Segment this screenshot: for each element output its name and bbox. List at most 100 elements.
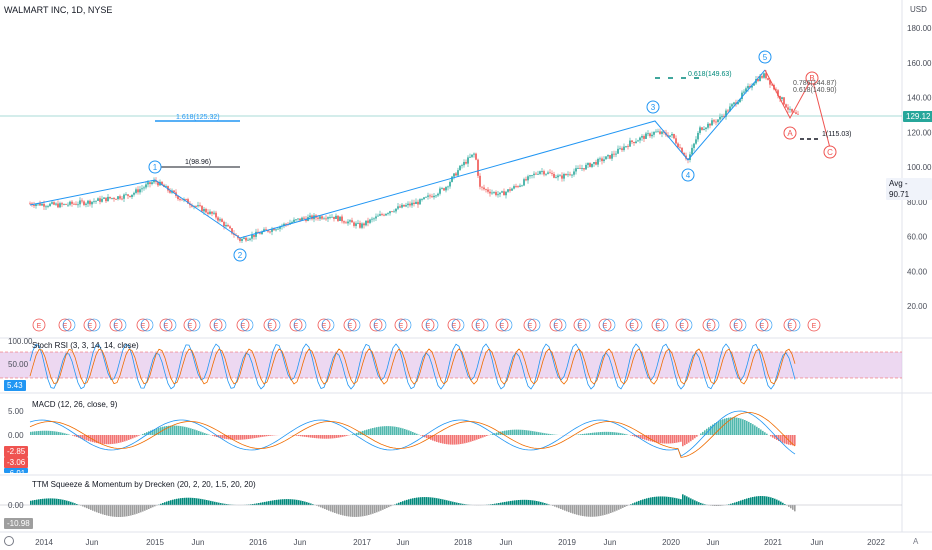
ttm-bar	[730, 503, 732, 505]
macd-bar	[190, 428, 192, 435]
ttm-bar	[116, 505, 118, 517]
candle-body	[41, 203, 43, 206]
ttm-bar	[542, 502, 544, 505]
macd-bar	[444, 435, 446, 444]
ttm-bar	[38, 499, 40, 505]
ttm-bar	[220, 503, 222, 505]
candle-body	[217, 217, 219, 221]
candle-body	[309, 215, 311, 218]
candle-body	[425, 196, 427, 198]
macd-bar	[366, 429, 368, 435]
earnings-marker[interactable]: E	[807, 318, 821, 332]
candle-body	[125, 194, 127, 196]
candle-body	[791, 108, 793, 112]
macd-bar	[390, 426, 392, 435]
candle-body	[503, 191, 505, 196]
ttm-bar	[30, 500, 32, 505]
earnings-marker[interactable]: E	[369, 318, 387, 332]
ttm-bar	[200, 498, 202, 505]
earnings-marker[interactable]: E	[136, 318, 154, 332]
candle-body	[749, 85, 751, 88]
macd-bar	[622, 433, 624, 435]
currency-label: USD	[910, 5, 927, 14]
ttm-bar	[744, 499, 746, 505]
ttm-bar	[196, 498, 198, 505]
macd-bar	[342, 435, 344, 437]
macd-bar	[166, 426, 168, 435]
earnings-marker[interactable]: E	[394, 318, 412, 332]
earnings-marker[interactable]: E	[495, 318, 513, 332]
candle-body	[81, 200, 83, 202]
earnings-marker[interactable]: E	[783, 318, 801, 332]
earnings-marker[interactable]: E	[83, 318, 101, 332]
macd-bar	[250, 435, 252, 439]
ttm-bar	[118, 505, 120, 517]
earnings-marker[interactable]: E	[159, 318, 177, 332]
ttm-bar	[398, 502, 400, 505]
earnings-marker[interactable]: E	[58, 318, 76, 332]
earnings-marker[interactable]: E	[32, 318, 46, 332]
earnings-marker[interactable]: E	[343, 318, 361, 332]
macd-bar	[766, 433, 768, 435]
macd-bar	[158, 427, 160, 435]
earnings-marker[interactable]: E	[573, 318, 591, 332]
macd-bar	[520, 429, 522, 435]
earnings-marker[interactable]: E	[317, 318, 335, 332]
ttm-bar	[450, 501, 452, 505]
earnings-marker[interactable]: E	[755, 318, 773, 332]
earnings-marker[interactable]: E	[549, 318, 567, 332]
candle-body	[549, 172, 551, 174]
earnings-marker[interactable]: E	[729, 318, 747, 332]
candle-body	[723, 116, 725, 118]
candle-body	[767, 78, 769, 80]
earnings-marker[interactable]: E	[209, 318, 227, 332]
earnings-marker[interactable]: E	[702, 318, 720, 332]
earnings-marker[interactable]: E	[598, 318, 616, 332]
macd-title[interactable]: MACD (12, 26, close, 9)	[32, 400, 118, 409]
earnings-marker[interactable]: E	[625, 318, 643, 332]
earnings-marker[interactable]: E	[523, 318, 541, 332]
earnings-marker[interactable]: E	[109, 318, 127, 332]
earnings-marker[interactable]: E	[447, 318, 465, 332]
ttm-bar	[722, 505, 724, 506]
macd-bar	[84, 435, 86, 440]
ttm-bar	[288, 499, 290, 505]
candle-body	[459, 165, 461, 171]
ttm-bar	[492, 504, 494, 505]
macd-bar	[786, 435, 788, 445]
candle-body	[517, 186, 519, 188]
macd-bar	[748, 421, 750, 435]
candle-body	[399, 206, 401, 208]
ttm-bar	[266, 501, 268, 505]
candle-body	[741, 92, 743, 99]
ttm-bar	[762, 496, 764, 505]
ttm-bar	[76, 503, 78, 505]
earnings-marker[interactable]: E	[289, 318, 307, 332]
svg-text:E: E	[528, 323, 533, 330]
log-scale-toggle[interactable]: A	[913, 537, 919, 546]
earnings-marker[interactable]: E	[183, 318, 201, 332]
candle-body	[359, 222, 361, 228]
earnings-marker[interactable]: E	[263, 318, 281, 332]
ttm-bar	[688, 497, 690, 505]
earnings-marker[interactable]: E	[236, 318, 254, 332]
ttm-bar	[126, 505, 128, 517]
macd-bar	[130, 435, 132, 440]
candle-body	[681, 147, 683, 153]
ttm-bar	[346, 505, 348, 517]
ttm-bar	[604, 505, 606, 515]
ttm-bar	[404, 500, 406, 505]
gear-icon[interactable]	[4, 536, 14, 546]
earnings-marker[interactable]: E	[651, 318, 669, 332]
earnings-marker[interactable]: E	[421, 318, 439, 332]
stoch-title[interactable]: Stoch RSI (3, 3, 14, 14, close)	[32, 341, 139, 350]
ttm-bar	[292, 499, 294, 505]
ttm-title[interactable]: TTM Squeeze & Momentum by Drecken (20, 2…	[32, 480, 256, 489]
symbol-title[interactable]: WALMART INC, 1D, NYSE	[4, 5, 113, 15]
earnings-marker[interactable]: E	[471, 318, 489, 332]
ttm-bar	[336, 505, 338, 514]
candle-body	[761, 76, 763, 78]
macd-bar	[602, 431, 604, 435]
earnings-marker[interactable]: E	[675, 318, 693, 332]
